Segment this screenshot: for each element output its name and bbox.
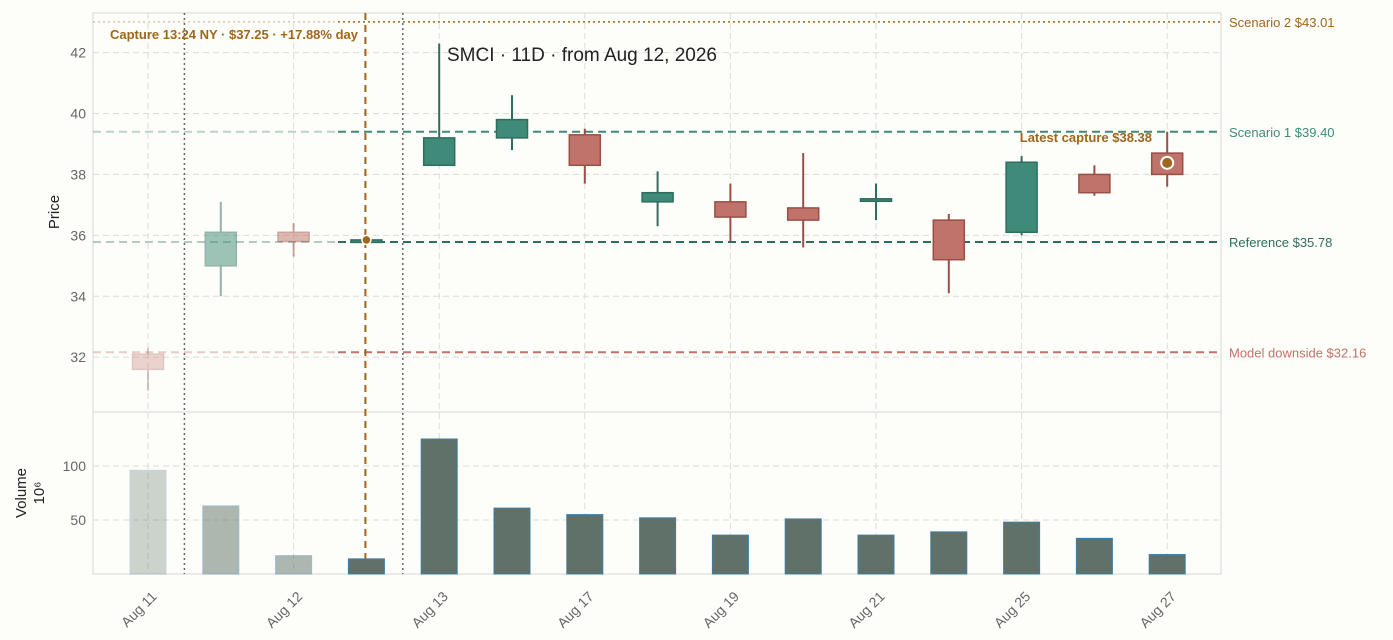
candle-body [1005, 161, 1038, 234]
x-tick-label: Aug 17 [554, 588, 597, 631]
candle [422, 43, 456, 167]
reference-line-label: Model downside $32.16 [1229, 345, 1366, 360]
x-tick-label: Aug 27 [1136, 588, 1179, 631]
y-axis-label: Price [46, 195, 63, 229]
candle [932, 214, 966, 294]
candle-body [131, 353, 165, 371]
volume-bar [275, 555, 313, 575]
candle [1078, 165, 1111, 196]
latest-capture-label: Latest capture $38.38 [1020, 130, 1152, 145]
candle-body [204, 231, 238, 267]
session-markers [183, 13, 404, 574]
volume-bar [857, 534, 895, 575]
volume-bar [930, 531, 968, 575]
volume-bar [347, 558, 385, 575]
capture-annotation: Capture 13:24 NY · $37.25 · +17.88% day [110, 27, 359, 42]
candle [641, 171, 674, 227]
volume-bar [420, 438, 458, 575]
candle-body [568, 134, 602, 167]
volume-bar [566, 514, 604, 575]
candle-body [422, 137, 456, 167]
x-tick-label: Aug 19 [699, 588, 742, 631]
volume-bar [129, 469, 167, 575]
candle-body [932, 219, 966, 261]
candle [495, 95, 529, 151]
x-tick-label: Aug 21 [845, 588, 888, 631]
labels: Scenario 2 $43.01 Scenario 1 $39.40 Refere… [13, 15, 1366, 518]
latest-capture-marker [1160, 155, 1175, 170]
candle [714, 183, 747, 242]
candles [131, 43, 1184, 391]
candle-body [859, 198, 893, 203]
reference-line-label: Scenario 2 $43.01 [1229, 15, 1335, 30]
candle [859, 183, 893, 221]
volume-bar [1148, 554, 1186, 575]
capture-marker [361, 234, 372, 246]
volume-bar [202, 505, 240, 575]
y-tick-label: 34 [70, 288, 86, 304]
y-tick-label: 38 [70, 166, 86, 182]
volume-bar [711, 534, 749, 575]
volume-bar [639, 517, 677, 575]
volume-bars [129, 438, 1186, 575]
volume-unit-label: 10⁶ [31, 482, 48, 505]
x-tick-label: Aug 11 [118, 588, 160, 630]
candle [204, 201, 238, 297]
y-tick-label: 42 [70, 45, 86, 61]
x-tick-label: Aug 13 [408, 588, 451, 631]
candle-body [1078, 173, 1111, 194]
candle-body [786, 207, 820, 221]
volume-bar [784, 518, 822, 575]
candle-body [641, 191, 674, 203]
y-tick-label: 36 [70, 227, 86, 243]
x-tick-label: Aug 25 [991, 588, 1034, 631]
y-tick-label: 32 [70, 349, 86, 365]
volume-tick-label: 50 [70, 512, 86, 528]
candle-body [277, 231, 310, 243]
chart-title: SMCI · 11D · from Aug 12, 2026 [447, 45, 717, 66]
y-tick-label: 40 [70, 106, 86, 122]
x-tick-label: Aug 12 [263, 588, 306, 631]
candle [786, 153, 820, 248]
reference-line-label: Reference $35.78 [1229, 235, 1332, 250]
reference-lines [93, 21, 1221, 354]
volume-bar [1075, 537, 1113, 575]
volume-bar [1003, 521, 1041, 575]
volume-axis-label: Volume [13, 468, 30, 518]
candle-body [495, 118, 529, 139]
candle [131, 348, 165, 391]
candle [277, 223, 310, 257]
candle [568, 128, 602, 184]
volume-bar [493, 507, 531, 575]
candle-body [714, 201, 747, 218]
volume-tick-label: 100 [63, 458, 87, 474]
candle [1005, 156, 1038, 236]
reference-line-label: Scenario 1 $39.40 [1229, 125, 1335, 140]
